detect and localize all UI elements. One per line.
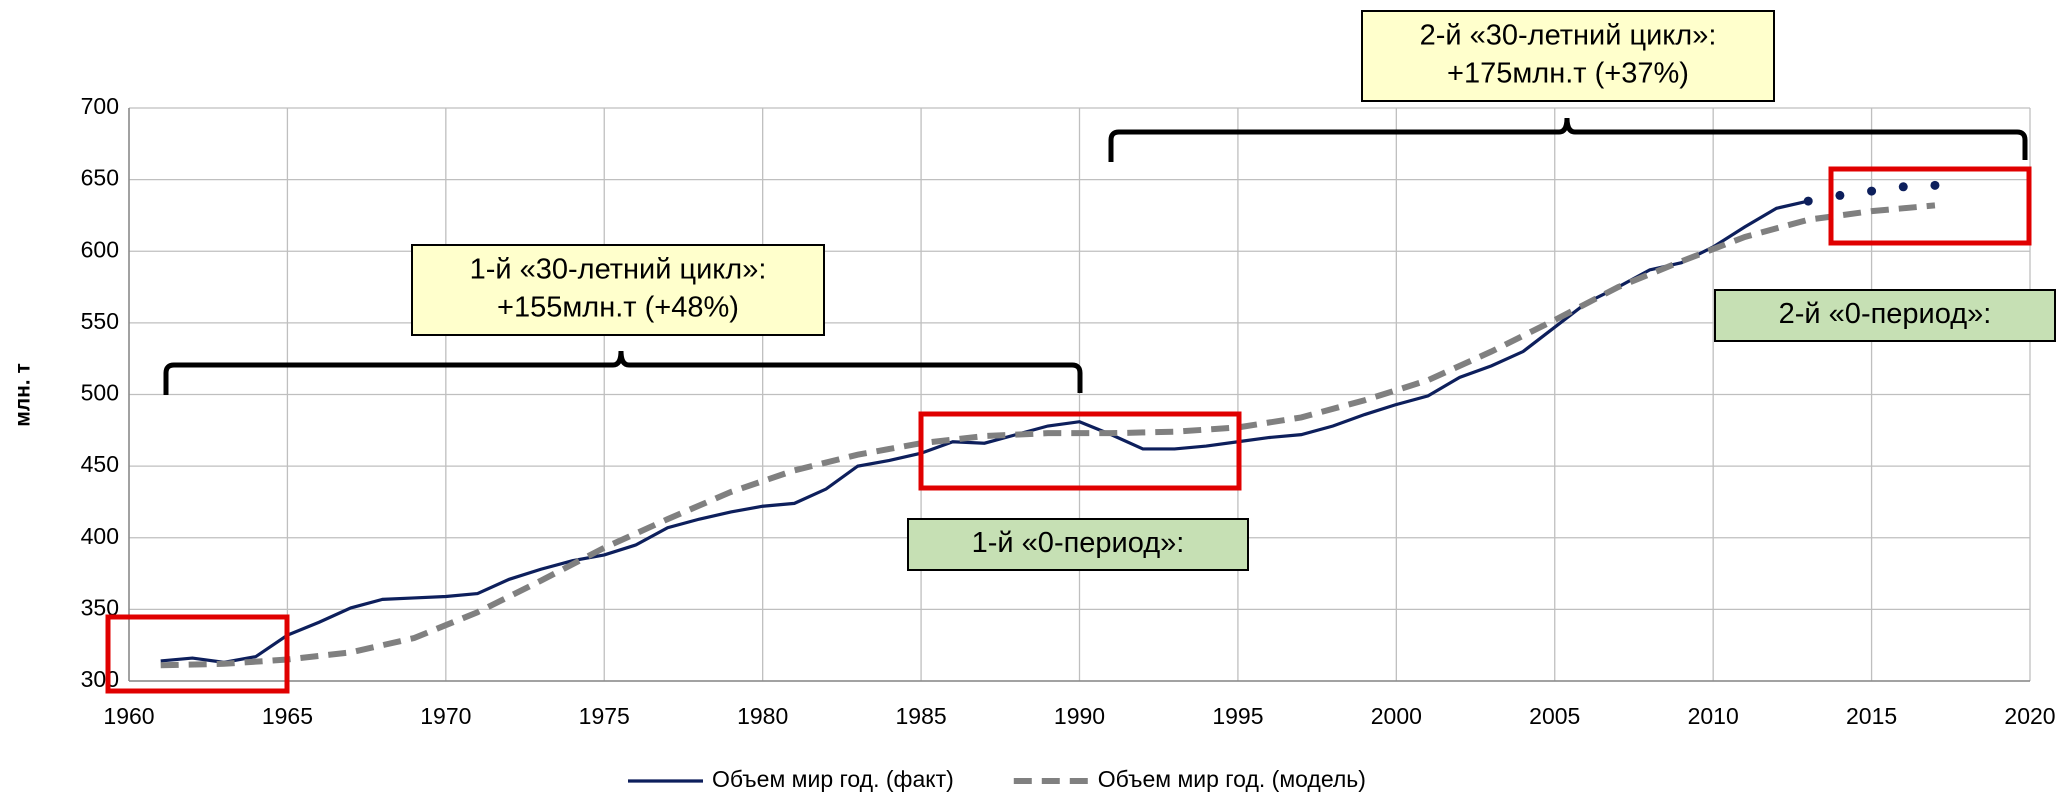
y-tick-label: 600 — [81, 236, 119, 262]
x-tick-label: 2020 — [2004, 703, 2055, 729]
annotation-box — [411, 244, 825, 336]
annotation-box — [907, 518, 1249, 571]
brace — [163, 350, 1083, 395]
brace — [1108, 117, 2028, 162]
x-tick-label: 1985 — [895, 703, 946, 729]
y-tick-label: 550 — [81, 308, 119, 334]
annotation-text: 2-й «0-период»: — [1779, 298, 1992, 330]
x-tick-label: 2005 — [1529, 703, 1580, 729]
x-tick-label: 1995 — [1212, 703, 1263, 729]
x-tick-label: 1960 — [103, 703, 154, 729]
data-point — [1835, 190, 1845, 200]
x-tick-label: 2015 — [1846, 703, 1897, 729]
y-tick-label: 500 — [81, 380, 119, 406]
annotation-text: 1-й «30-летний цикл»: — [470, 254, 767, 286]
x-tick-label: 1990 — [1054, 703, 1105, 729]
x-tick-label: 1980 — [737, 703, 788, 729]
legend-label: Объем мир год. (факт) — [712, 766, 954, 792]
y-axis-label: млн. т — [12, 363, 35, 427]
x-tick-label: 1975 — [579, 703, 630, 729]
annotation-text: 1-й «0-период»: — [972, 527, 1185, 559]
y-tick-label: 400 — [81, 523, 119, 549]
highlight-frame — [918, 411, 1242, 491]
y-tick-label: 300 — [81, 666, 119, 692]
data-point — [1803, 196, 1813, 206]
data-point — [1898, 182, 1908, 192]
series-line — [160, 199, 1809, 664]
annotation-text: +175млн.т (+37%) — [1447, 58, 1689, 90]
annotation-text: 2-й «30-летний цикл»: — [1420, 20, 1717, 52]
x-tick-label: 1965 — [262, 703, 313, 729]
legend-label: Объем мир год. (модель) — [1098, 766, 1366, 792]
data-point — [1930, 180, 1940, 190]
x-tick-label: 2010 — [1688, 703, 1739, 729]
y-tick-label: 700 — [81, 93, 119, 119]
x-tick-label: 1970 — [420, 703, 471, 729]
highlight-frame — [1828, 166, 2032, 246]
highlight-frame — [105, 614, 290, 694]
annotation-text: +155млн.т (+48%) — [497, 292, 739, 324]
y-tick-label: 650 — [81, 165, 119, 191]
y-tick-label: 450 — [81, 451, 119, 477]
annotation-box — [1361, 10, 1775, 102]
data-point — [1867, 186, 1877, 196]
annotation-box — [1714, 289, 2056, 342]
series-line — [160, 202, 1936, 669]
x-tick-label: 2000 — [1371, 703, 1422, 729]
